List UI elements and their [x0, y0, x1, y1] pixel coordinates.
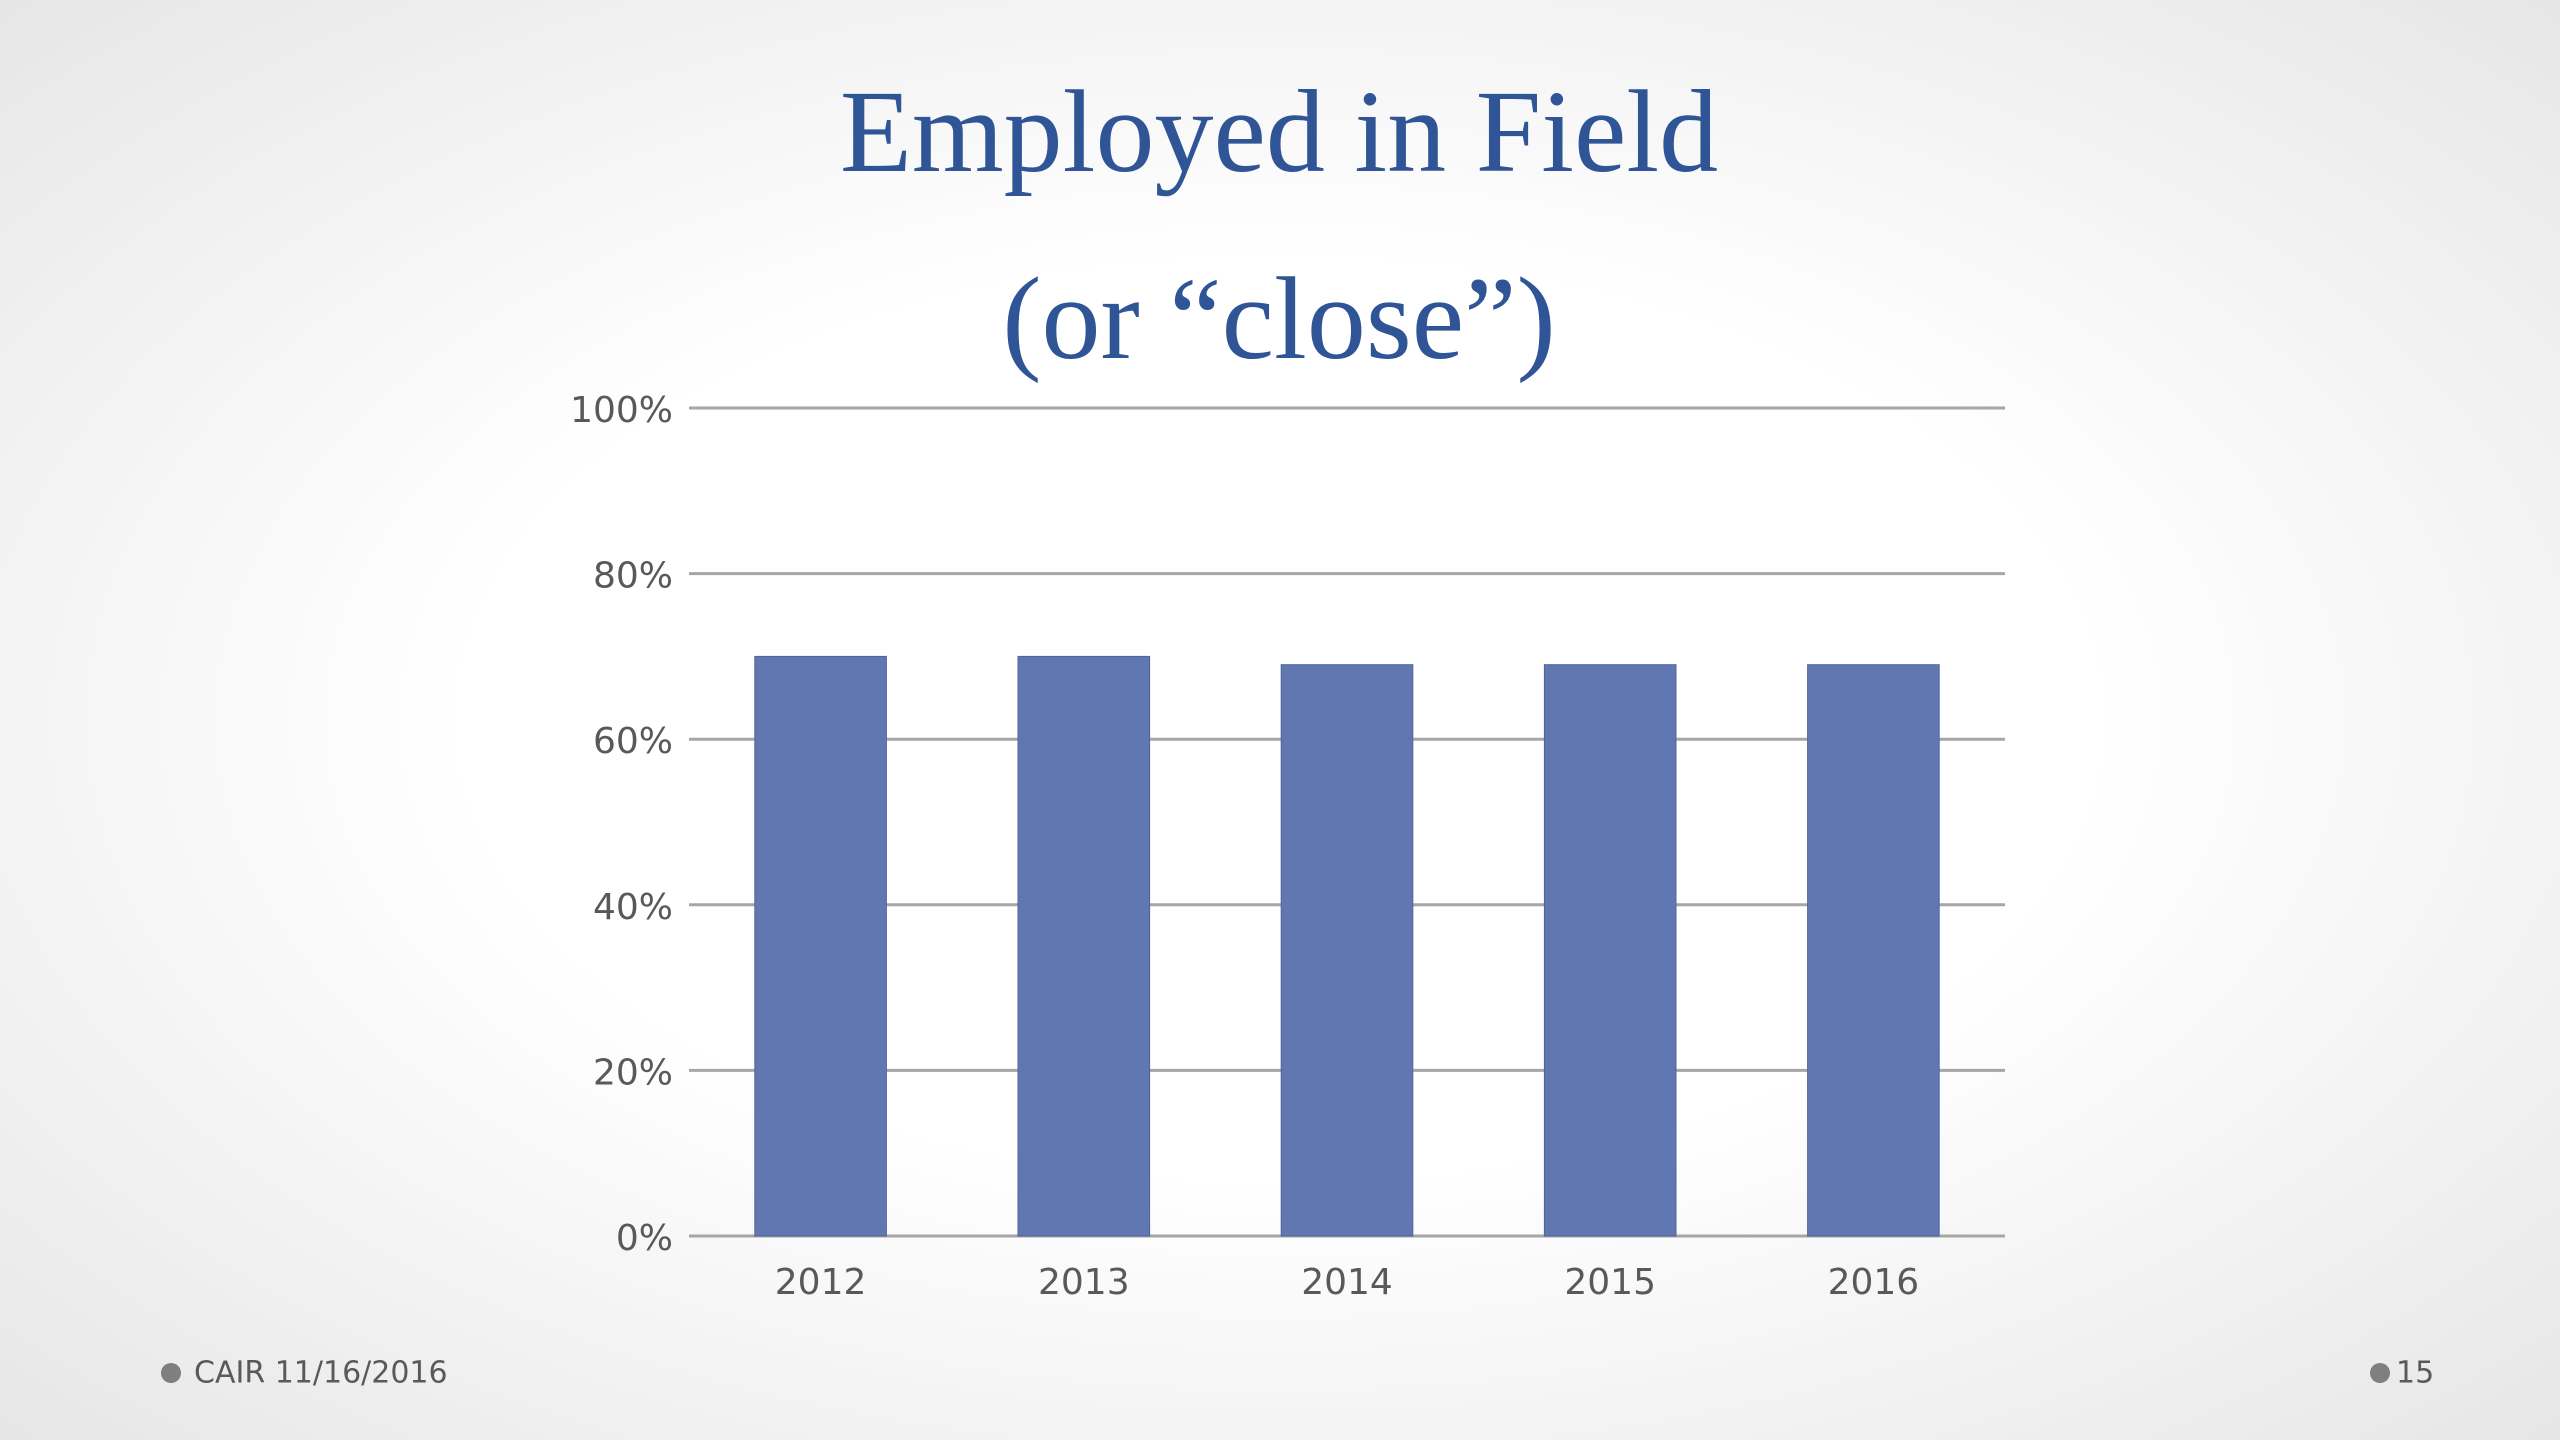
x-tick-label: 2013 [1038, 1262, 1130, 1303]
page-number: 15 [2396, 1356, 2434, 1391]
y-tick-label: 0% [616, 1218, 673, 1259]
bar [1017, 655, 1151, 1237]
y-tick-label: 20% [593, 1052, 673, 1093]
bar [754, 655, 887, 1237]
x-tick-label: 2012 [775, 1262, 867, 1303]
x-tick-label: 2016 [1828, 1262, 1920, 1303]
chart-title: (or “close”) [1002, 253, 1556, 384]
chart-title: Employed in Field [840, 66, 1718, 197]
y-tick-label: 60% [593, 721, 673, 762]
bar [1543, 664, 1677, 1237]
footer-bullet [2370, 1363, 2390, 1383]
y-tick-label: 100% [570, 390, 673, 431]
footer-text: CAIR 11/16/2016 [194, 1356, 448, 1391]
y-tick-label: 80% [593, 556, 673, 597]
bar [1807, 664, 1940, 1237]
bar [1280, 664, 1414, 1237]
footer-bullet [161, 1363, 181, 1383]
x-tick-label: 2015 [1564, 1262, 1656, 1303]
y-tick-label: 40% [593, 887, 673, 928]
x-tick-label: 2014 [1301, 1262, 1393, 1303]
